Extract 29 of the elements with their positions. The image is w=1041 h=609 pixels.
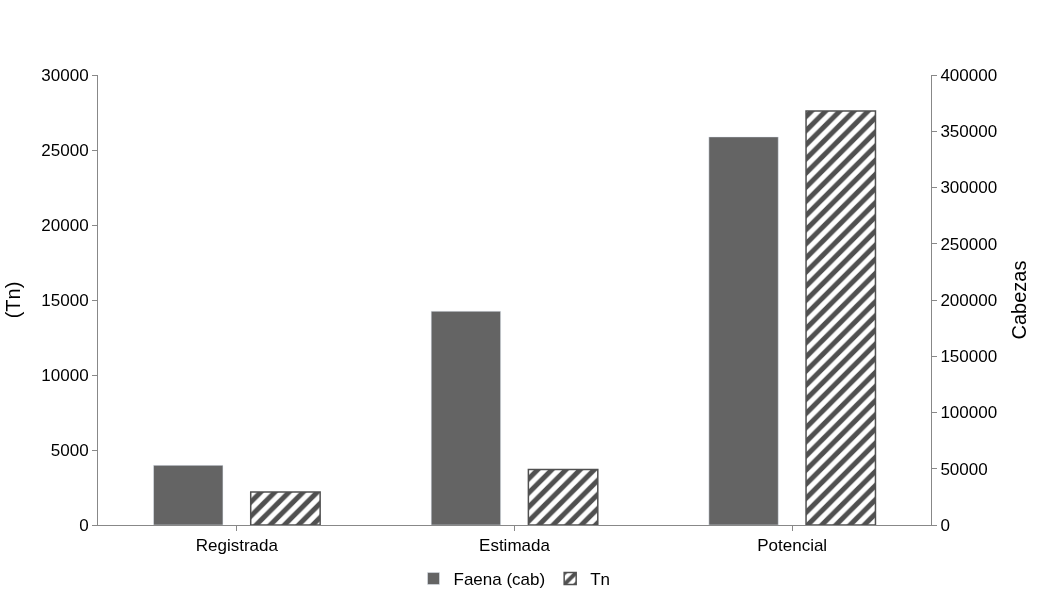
x-tick-label: Potencial — [757, 536, 828, 556]
text: Tn — [590, 570, 611, 590]
bar — [805, 110, 877, 525]
bar — [430, 311, 501, 525]
y-tick-label: 20000 — [41, 215, 89, 235]
y2-tick-label: 150000 — [940, 347, 998, 367]
y2-tick-label: 100000 — [940, 403, 998, 423]
y2-tick-label: 300000 — [940, 178, 998, 198]
y2-tick-label: 0 — [940, 515, 950, 535]
y-tick-label: 10000 — [41, 365, 89, 385]
y2-tick-label: 350000 — [940, 122, 998, 142]
x-tick-label: Registrada — [195, 536, 279, 556]
y-tick-label: 25000 — [41, 140, 89, 160]
bar — [249, 491, 321, 525]
y-tick-label: 15000 — [41, 290, 89, 310]
y-tick-label: 30000 — [41, 65, 89, 85]
y2-tick-label: 50000 — [940, 459, 988, 479]
y2-tick-label: 200000 — [940, 290, 998, 310]
y-tick-label: 0 — [79, 515, 89, 535]
bar — [527, 468, 599, 525]
bar — [708, 136, 779, 525]
y-axis-title: (Tn) — [1, 281, 24, 319]
y2-tick-label: 250000 — [940, 234, 998, 254]
x-tick-label: Estimada — [479, 536, 551, 556]
bar — [153, 465, 224, 525]
y2-axis-title: Cabezas — [1007, 260, 1030, 340]
legend-label: Faena (cab) — [453, 570, 546, 590]
y-tick-label: 5000 — [50, 440, 89, 460]
y2-tick-label: 400000 — [940, 65, 998, 85]
